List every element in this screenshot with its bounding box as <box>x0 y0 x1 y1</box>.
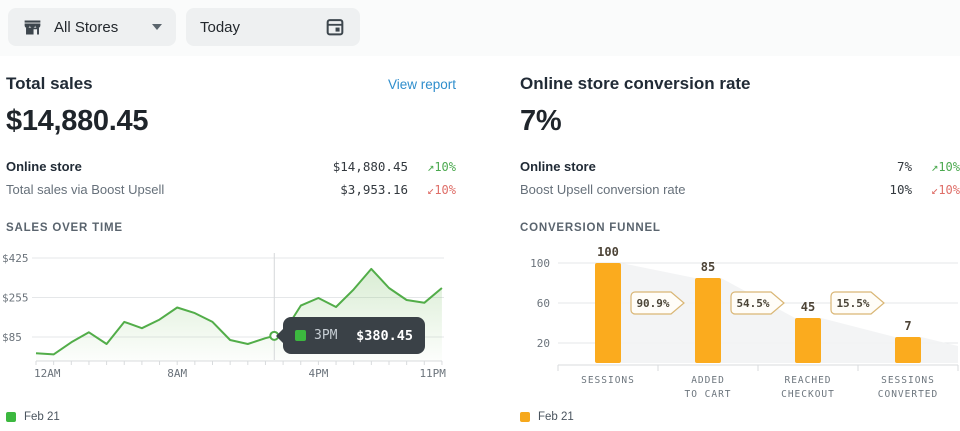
tooltip-value: $380.45 <box>356 327 413 344</box>
bar-value-label: 85 <box>701 260 715 274</box>
x-tick-label: 4PM <box>308 367 328 380</box>
sales-legend: Feb 21 <box>6 411 60 423</box>
metric-row-boost-upsell-cr: Boost Upsell conversion rate 10% ↙10% <box>520 178 960 201</box>
arrow-up-icon: ↗ <box>427 159 435 174</box>
metric-value: 10% <box>889 182 912 197</box>
chart-tooltip: 3PM $380.45 <box>276 317 425 354</box>
funnel-bar[interactable] <box>795 318 821 363</box>
arrow-down-icon: ↙ <box>427 182 435 197</box>
metric-label: Online store <box>520 159 596 174</box>
topbar: All Stores Today <box>0 0 960 56</box>
funnel-bar[interactable] <box>595 263 621 363</box>
step-badge <box>830 291 885 315</box>
sales-line <box>35 267 443 356</box>
metric-delta-down: ↙10% <box>931 182 960 197</box>
arrow-up-icon: ↗ <box>931 159 939 174</box>
y-tick-label: 20 <box>537 337 550 350</box>
conversion-rate-card: Online store conversion rate 7% Online s… <box>520 74 960 234</box>
legend-label: Feb 21 <box>24 411 60 423</box>
category-label: REACHED <box>784 375 831 386</box>
y-tick-label: $425 <box>2 252 29 265</box>
step-badge <box>630 291 685 315</box>
metric-label: Online store <box>6 159 82 174</box>
category-label: TO CART <box>684 389 731 400</box>
funnel-bar[interactable] <box>895 337 921 363</box>
metric-label: Total sales via Boost Upsell <box>6 182 165 197</box>
view-report-link[interactable]: View report <box>387 77 456 92</box>
y-tick-label: 100 <box>530 257 550 270</box>
bar-value-label: 45 <box>801 300 815 314</box>
store-selector-label: All Stores <box>54 18 119 36</box>
arrow-down-icon: ↙ <box>931 182 939 197</box>
funnel-legend: Feb 21 <box>520 411 574 423</box>
metric-value: $3,953.16 <box>340 182 408 197</box>
category-label: ADDED <box>691 375 725 386</box>
step-badge-label: 90.9% <box>636 297 669 310</box>
legend-swatch-green <box>6 412 16 422</box>
funnel-bar[interactable] <box>695 278 721 363</box>
total-sales-value: $14,880.45 <box>6 105 149 137</box>
legend-swatch-orange <box>520 412 530 422</box>
bar-value-label: 100 <box>597 245 619 259</box>
category-label: SESSIONS <box>581 375 635 386</box>
metric-label: Boost Upsell conversion rate <box>520 182 686 197</box>
store-selector[interactable]: All Stores <box>8 8 176 46</box>
bar-value-label: 7 <box>904 319 911 333</box>
sales-over-time-chart[interactable]: $425 $255 $85 12AM 8AM 4PM 11PM <box>0 248 456 384</box>
y-tick-label: $255 <box>2 291 29 304</box>
metric-value: $14,880.45 <box>332 159 408 174</box>
store-icon <box>22 17 43 38</box>
conversion-funnel-label: CONVERSION FUNNEL <box>520 222 661 234</box>
conversion-rate-title: Online store conversion rate <box>520 74 751 93</box>
metric-delta-up: ↗10% <box>427 159 456 174</box>
metric-row-online-store: Online store $14,880.45 ↗10% <box>6 155 456 178</box>
conversion-rate-value: 7% <box>520 105 562 137</box>
category-label: CHECKOUT <box>781 389 835 400</box>
category-label: CONVERTED <box>878 389 938 400</box>
metric-row-boost-upsell: Total sales via Boost Upsell $3,953.16 ↙… <box>6 178 456 201</box>
calendar-icon <box>324 16 346 38</box>
total-sales-card: Total sales View report $14,880.45 Onlin… <box>6 74 456 234</box>
total-sales-title: Total sales <box>6 74 93 93</box>
metric-delta-down: ↙10% <box>427 182 456 197</box>
sales-over-time-label: SALES OVER TIME <box>6 222 123 234</box>
x-tick-label: 12AM <box>34 367 61 380</box>
x-tick-label: 8AM <box>167 367 187 380</box>
date-selector[interactable]: Today <box>186 8 360 46</box>
step-badge-label: 54.5% <box>736 297 769 310</box>
legend-label: Feb 21 <box>538 411 574 423</box>
series-swatch <box>295 330 306 341</box>
y-tick-label: 60 <box>537 297 550 310</box>
conversion-funnel-chart[interactable]: 100 60 20 100 SESSIONS 85 ADDED TO CART 45 REACHE… <box>518 243 960 403</box>
step-badge <box>730 291 785 315</box>
metric-value: 7% <box>896 159 912 174</box>
category-label: SESSIONS <box>881 375 935 386</box>
y-tick-label: $85 <box>2 331 22 344</box>
date-selector-label: Today <box>200 18 241 36</box>
chevron-down-icon <box>152 24 162 30</box>
x-tick-label: 11PM <box>419 367 446 380</box>
metric-row-online-store: Online store 7% ↗10% <box>520 155 960 178</box>
tooltip-time: 3PM <box>314 328 338 343</box>
step-badge-label: 15.5% <box>836 297 869 310</box>
metric-delta-up: ↗10% <box>931 159 960 174</box>
